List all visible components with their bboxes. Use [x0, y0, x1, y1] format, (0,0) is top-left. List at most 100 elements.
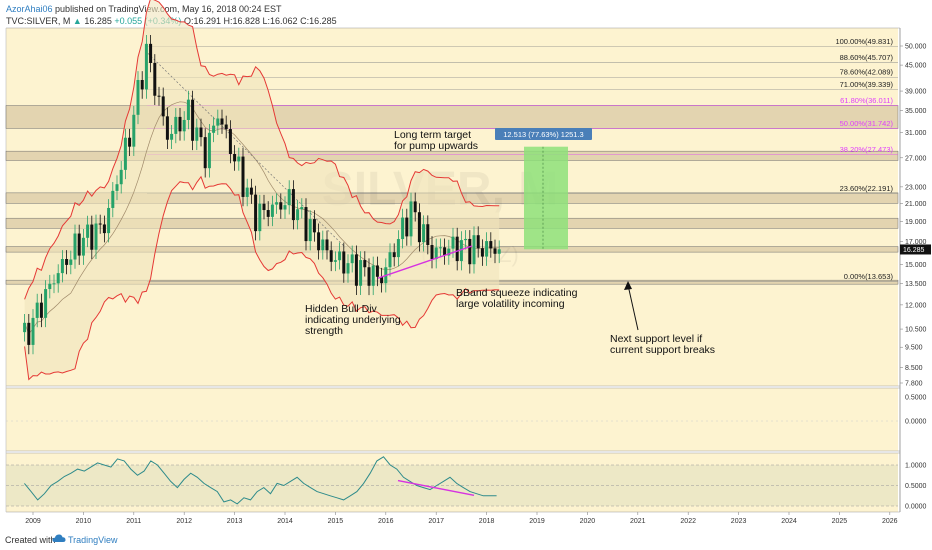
candle-body	[35, 302, 39, 318]
x-tick-label: 2022	[680, 518, 696, 525]
x-tick-label: 2013	[227, 518, 243, 525]
panel2-tick-label: 0.5000	[905, 395, 927, 402]
panel3-tick-label: 0.5000	[905, 483, 927, 490]
x-tick-label: 2011	[126, 518, 141, 525]
candle-body	[195, 127, 199, 141]
publish-text: published on TradingView.com, May 16, 20…	[55, 4, 282, 14]
candle-body	[409, 201, 413, 237]
candle-body	[413, 201, 417, 213]
candle-body	[438, 247, 442, 249]
x-tick-label: 2021	[630, 518, 646, 525]
candle-body	[212, 125, 216, 133]
candle-body	[447, 248, 451, 256]
tradingview-link[interactable]: TradingView	[68, 535, 118, 545]
candle-body	[153, 62, 157, 96]
x-tick-label: 2009	[25, 518, 41, 525]
x-tick-label: 2026	[882, 518, 898, 525]
y-tick-label: 19.000	[905, 219, 927, 226]
candle-body	[27, 322, 31, 345]
candle-body	[308, 219, 312, 242]
candle-body	[258, 203, 262, 232]
publish-line: AzorAhai06 published on TradingView.com,…	[6, 4, 282, 14]
y-tick-label: 45.000	[905, 63, 927, 70]
x-tick-label: 2019	[529, 518, 545, 525]
candle-body	[317, 232, 321, 251]
low-value: L:16.062	[262, 16, 298, 26]
candle-body	[291, 189, 295, 221]
candle-body	[237, 156, 241, 162]
chart-canvas[interactable]: SILVER, M(USD/OZ)100.00%(49.831)88.60%(4…	[0, 0, 932, 528]
close-value: C:16.285	[300, 16, 337, 26]
candle-body	[140, 80, 144, 90]
y-tick-label: 7.800	[905, 381, 923, 388]
y-tick-label: 35.000	[905, 108, 927, 115]
candle-body	[468, 238, 472, 265]
candle-body	[77, 233, 81, 256]
candle-body	[380, 276, 384, 284]
open-value: O:16.291	[183, 16, 221, 26]
last-price-label: 16.285	[903, 247, 925, 254]
candle-body	[270, 204, 274, 217]
candle-body	[136, 80, 140, 115]
candle-body	[350, 254, 354, 264]
annotation-bband-1: BBand squeeze indicating	[456, 287, 578, 299]
x-tick-label: 2017	[428, 518, 444, 525]
candle-body	[304, 207, 308, 242]
candle-body	[111, 190, 115, 208]
candle-body	[69, 259, 73, 265]
candle-body	[216, 118, 220, 126]
candle-body	[434, 247, 438, 260]
candle-body	[249, 187, 253, 195]
created-with-text: Created with	[5, 535, 56, 545]
candle-body	[170, 133, 174, 140]
high-value: H:16.828	[223, 16, 261, 26]
candle-body	[128, 137, 132, 147]
candle-body	[60, 259, 64, 274]
annotation-support-2: current support breaks	[610, 344, 715, 356]
candle-body	[392, 252, 396, 258]
panel3-tick-label: 1.0000	[905, 463, 927, 470]
candle-body	[279, 202, 283, 210]
candle-body	[56, 273, 60, 284]
candle-body	[287, 189, 291, 206]
author-link[interactable]: AzorAhai06	[6, 4, 53, 14]
fib-label: 23.60%(22.191)	[840, 184, 894, 193]
sma-line	[24, 101, 500, 335]
x-tick-label: 2023	[731, 518, 747, 525]
candle-body	[329, 250, 333, 262]
candle-body	[338, 251, 342, 261]
candle-body	[191, 99, 195, 141]
candle-body	[375, 265, 379, 277]
candle-body	[203, 137, 207, 169]
candle-body	[401, 217, 405, 240]
last-price-tag	[900, 244, 931, 255]
y-tick-label: 10.500	[905, 327, 927, 334]
candle-body	[464, 238, 468, 241]
candle-body	[480, 248, 484, 257]
fib-label: 71.00%(39.339)	[840, 80, 894, 89]
candle-body	[31, 317, 35, 345]
target-label: 12.513 (77.63%) 1251.3	[503, 130, 583, 139]
candle-body	[73, 233, 77, 260]
candle-body	[228, 129, 232, 154]
candle-body	[132, 114, 136, 147]
y-tick-label: 31.000	[905, 130, 927, 137]
candle-body	[426, 224, 430, 246]
y-tick-label: 12.000	[905, 302, 927, 309]
candle-body	[23, 322, 27, 333]
candle-body	[489, 241, 493, 249]
candle-body	[266, 210, 270, 217]
candle-body	[178, 116, 182, 132]
y-tick-label: 39.000	[905, 89, 927, 96]
candle-body	[275, 202, 279, 205]
annotation-div-1: Hidden Bull Div	[305, 303, 378, 315]
y-tick-label: 13.500	[905, 281, 927, 288]
rsi-line	[24, 456, 497, 505]
candle-body	[182, 119, 186, 132]
symbol-name[interactable]: TVC:SILVER, M	[6, 16, 71, 26]
y-tick-label: 17.000	[905, 239, 927, 246]
x-tick-label: 2012	[176, 518, 192, 525]
candle-body	[207, 132, 211, 169]
support-arrow	[627, 284, 639, 331]
candle-body	[422, 224, 426, 243]
